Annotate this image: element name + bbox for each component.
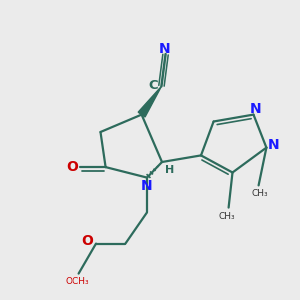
Text: OCH₃: OCH₃	[65, 277, 89, 286]
Polygon shape	[138, 86, 161, 117]
Text: N: N	[268, 138, 280, 152]
Text: N: N	[158, 42, 170, 56]
Text: CH₃: CH₃	[219, 212, 236, 221]
Text: O: O	[82, 234, 94, 248]
Text: N: N	[141, 179, 153, 193]
Text: CH₃: CH₃	[252, 189, 268, 198]
Text: O: O	[66, 160, 78, 174]
Text: H: H	[165, 165, 174, 176]
Text: N: N	[250, 102, 262, 116]
Text: C: C	[148, 79, 158, 92]
